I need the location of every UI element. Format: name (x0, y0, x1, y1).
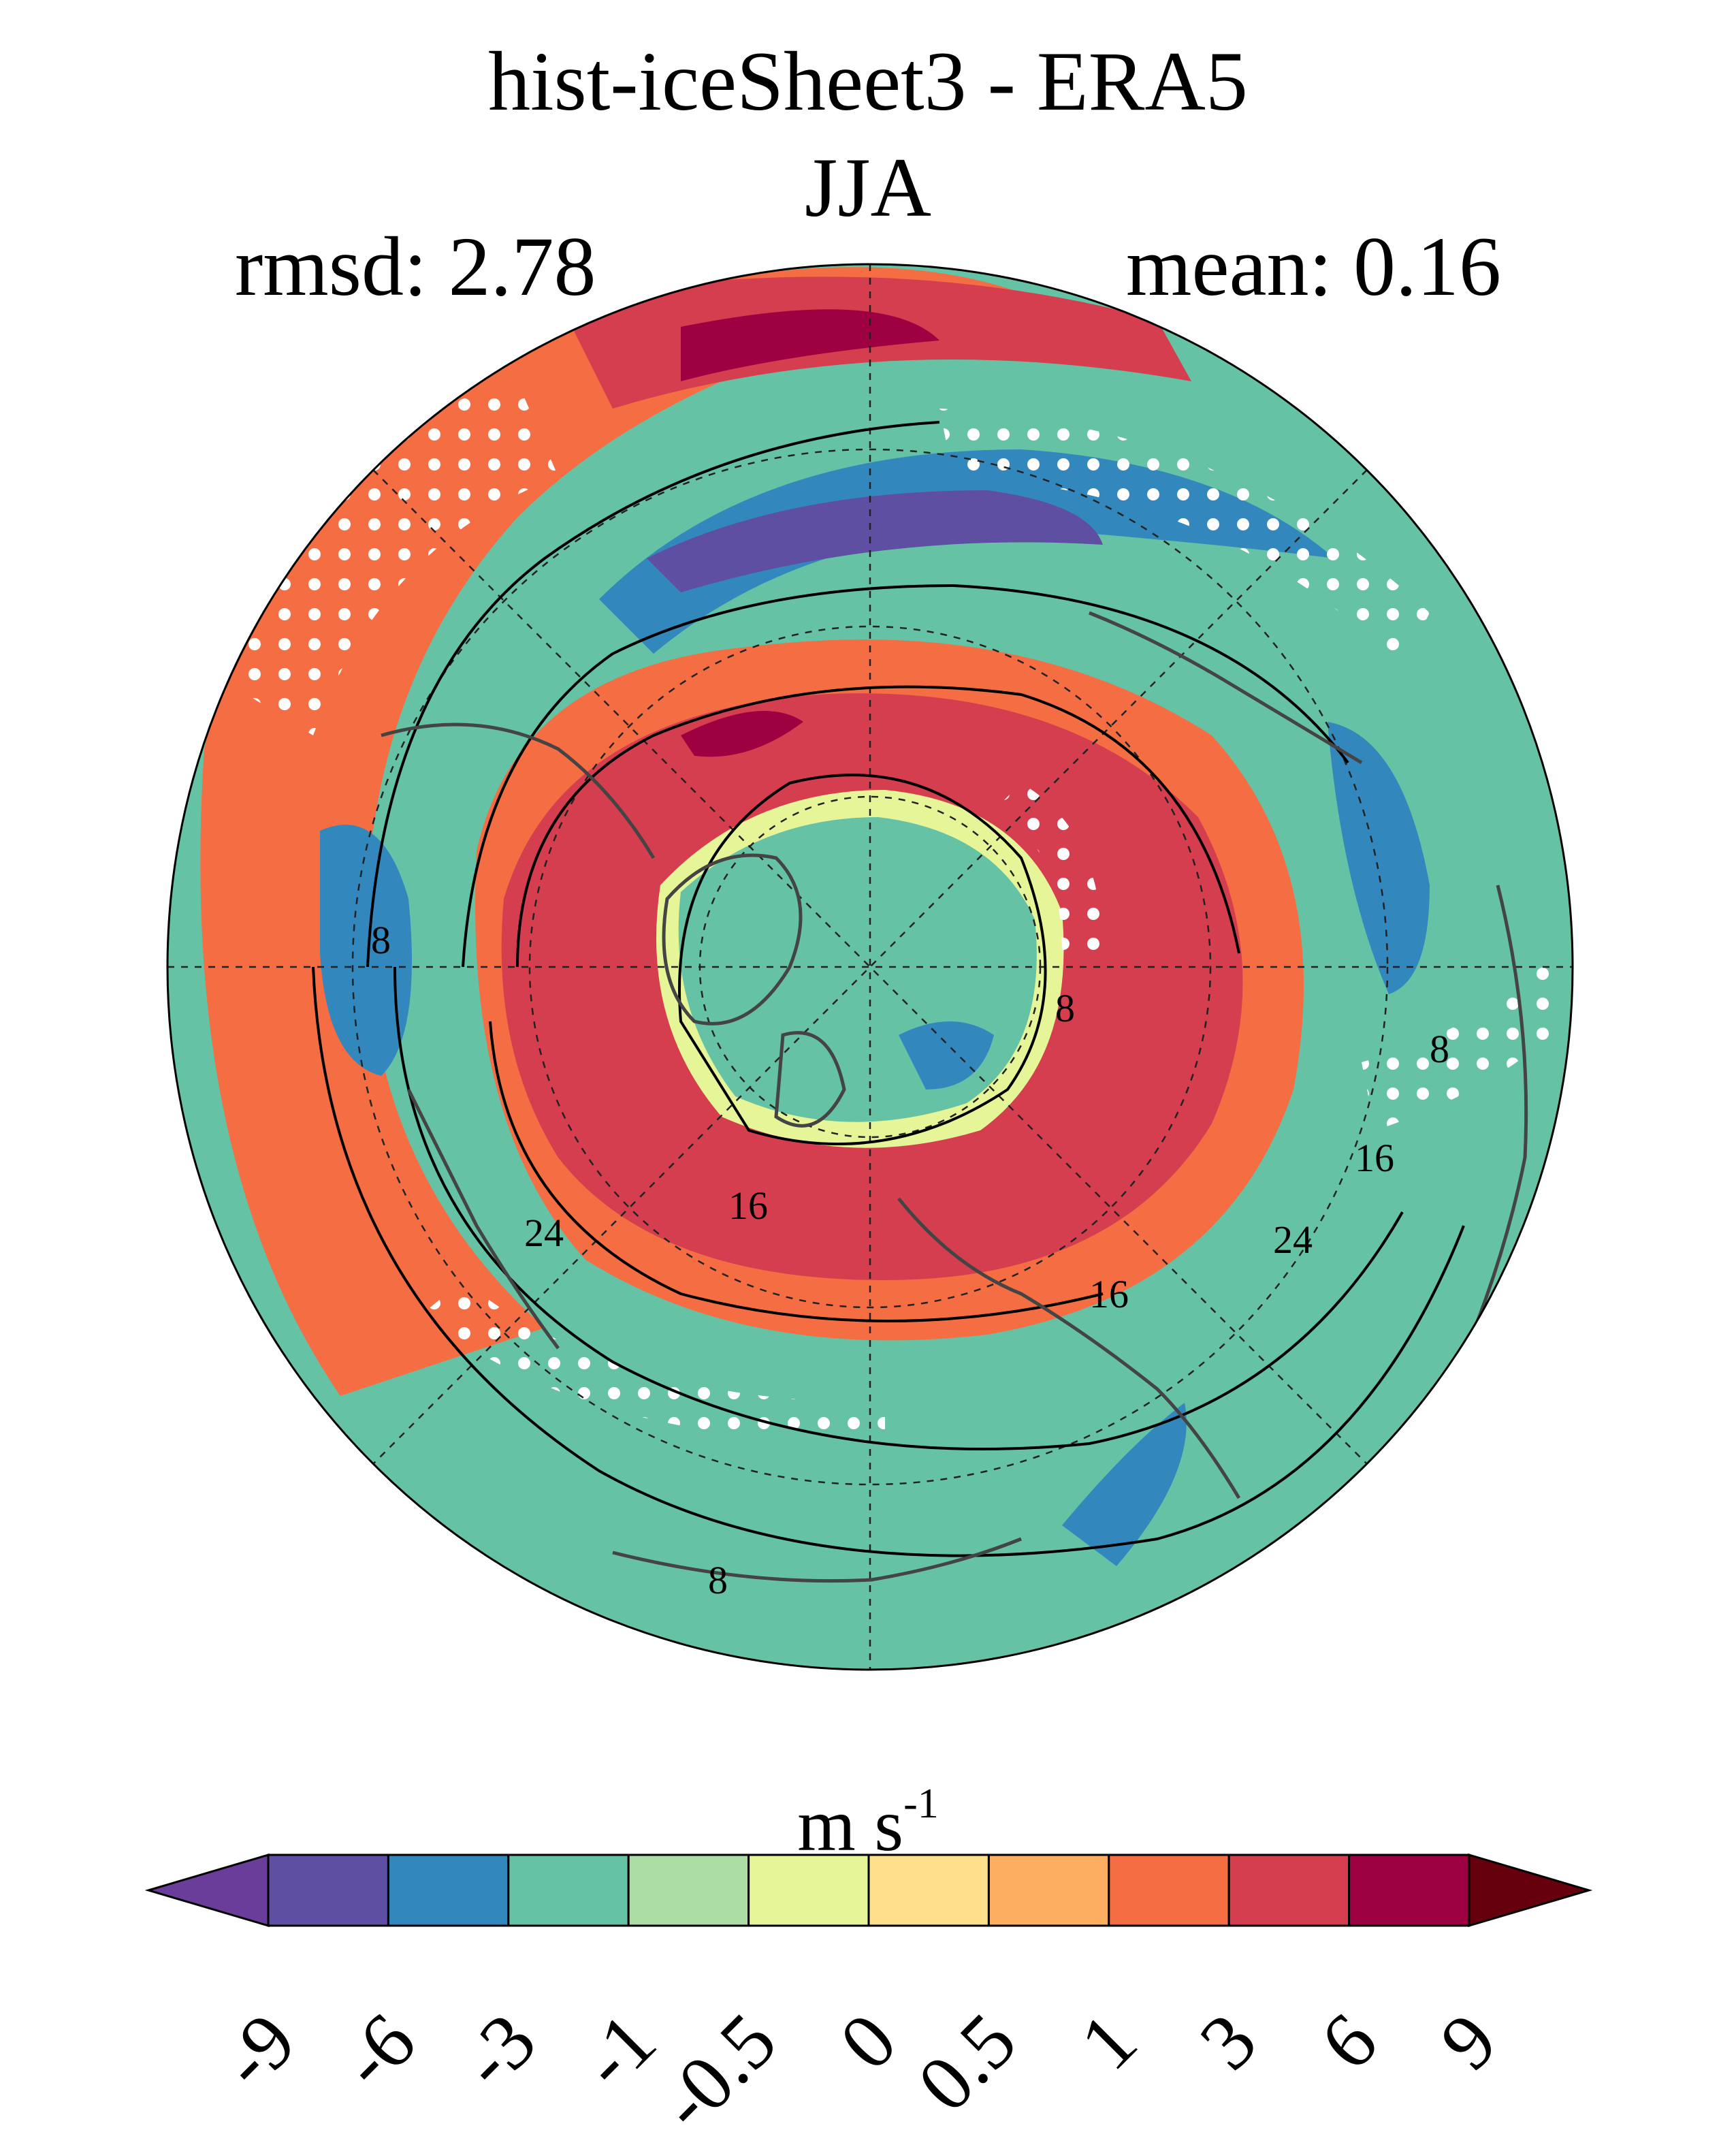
colorbar-box (1348, 1854, 1470, 1927)
colorbar-box (1227, 1854, 1351, 1927)
contours (312, 421, 1465, 1557)
contour-label: 24 (1273, 1218, 1313, 1262)
stipple-region (994, 783, 1103, 953)
colorbar-box (867, 1854, 990, 1927)
mean-label: mean: 0.16 (1126, 220, 1501, 313)
contour-label: 24 (524, 1211, 564, 1255)
field-region (647, 490, 1103, 592)
season-label: JJA (804, 141, 932, 234)
colorbar-box (387, 1854, 510, 1927)
colorbar-over-triangle (1468, 1853, 1593, 1928)
stipple-region (1362, 953, 1566, 1130)
colorbar-box (1108, 1854, 1230, 1927)
polar-map: 8 16 24 8 16 24 16 8 8 (166, 263, 1574, 1671)
unit-exponent: -1 (903, 1781, 939, 1827)
graticule (167, 264, 1573, 1670)
colorbar-box (748, 1854, 870, 1927)
stipple-region (939, 409, 1430, 667)
colorbar-box (267, 1854, 389, 1927)
stipple-region (225, 381, 558, 735)
field-region (681, 711, 803, 757)
colorbar-box (507, 1854, 630, 1927)
colorbar-units: m s-1 (0, 1783, 1736, 1862)
field-region (899, 1021, 994, 1090)
stipple-region (422, 1280, 885, 1444)
colorbar-boxes (267, 1854, 1470, 1927)
contour-label: 8 (708, 1558, 728, 1602)
colorbar-under-triangle (144, 1853, 270, 1928)
field-region (1062, 1403, 1187, 1566)
field-region (320, 825, 412, 1076)
rmsd-label: rmsd: 2.78 (235, 220, 596, 313)
colorbar-box (627, 1854, 750, 1927)
contour-label: 8 (371, 918, 391, 962)
contour-label: 16 (1089, 1272, 1129, 1316)
unit-base: m s (797, 1783, 904, 1866)
colorbar-box (987, 1854, 1110, 1927)
contour-label: 8 (1430, 1027, 1449, 1071)
map-field (167, 264, 1573, 1670)
map-border (166, 263, 1574, 1671)
contour-label: 16 (1355, 1136, 1394, 1180)
figure-title: hist-iceSheet3 - ERA5 (488, 35, 1248, 128)
field-region (1328, 722, 1430, 994)
contour-label: 16 (728, 1183, 768, 1228)
contour-label: 8 (1055, 986, 1075, 1030)
field-region (681, 309, 939, 381)
